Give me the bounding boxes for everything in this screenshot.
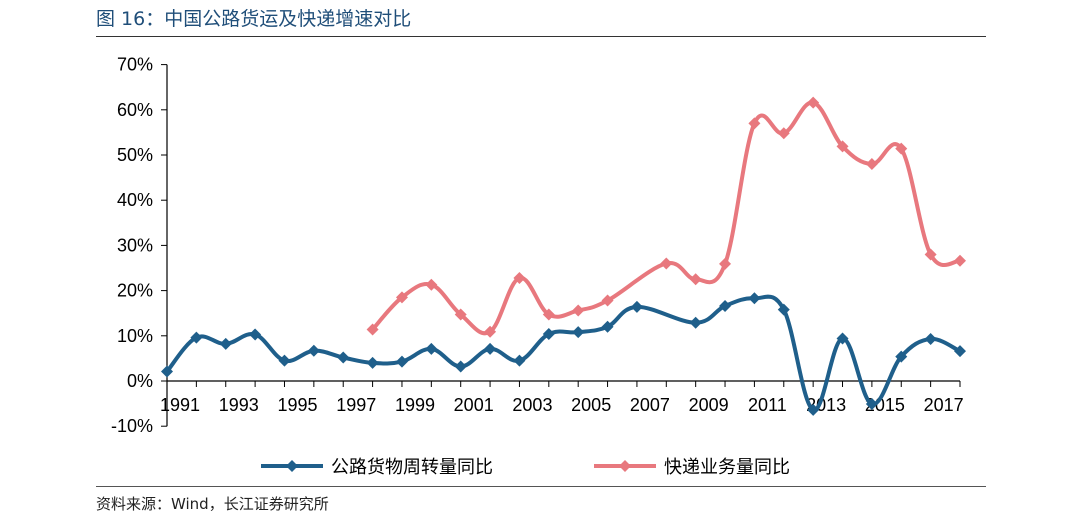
data-point	[601, 320, 614, 333]
data-point	[249, 328, 262, 341]
figure-title: 图 16：中国公路货运及快递增速对比	[96, 8, 412, 30]
data-point	[395, 291, 408, 304]
x-tick-label: 2005	[571, 395, 611, 415]
y-tick-label: 10%	[117, 326, 153, 346]
legend-label-2: 快递业务量同比	[664, 457, 790, 478]
legend-marker-2	[619, 460, 631, 472]
data-point	[484, 342, 497, 355]
x-tick-label: 2009	[689, 395, 729, 415]
data-point	[395, 355, 408, 368]
x-tick-label: 2003	[512, 395, 552, 415]
data-point	[572, 304, 585, 317]
data-point	[425, 278, 438, 291]
source-note: 资料来源：Wind，长江证券研究所	[96, 495, 329, 513]
data-point	[219, 337, 232, 350]
y-tick-label: 0%	[127, 371, 153, 391]
data-point	[895, 142, 908, 155]
x-tick-label: 1999	[395, 395, 435, 415]
y-tick-label: 60%	[117, 100, 153, 120]
data-point	[719, 299, 732, 312]
x-tick-label: 2015	[865, 395, 905, 415]
data-point	[425, 342, 438, 355]
data-point	[542, 327, 555, 340]
chart-series	[161, 96, 966, 416]
data-point	[748, 292, 761, 305]
data-point	[278, 354, 291, 367]
data-point	[454, 308, 467, 321]
y-tick-label: 30%	[117, 235, 153, 255]
data-point	[454, 360, 467, 373]
data-point	[836, 332, 849, 345]
series-line-2	[371, 100, 961, 336]
y-tick-label: -10%	[111, 416, 153, 436]
data-point	[630, 300, 643, 313]
data-point	[777, 127, 790, 140]
chart-legend: 公路货物周转量同比 快递业务量同比	[261, 457, 790, 478]
data-point	[807, 403, 820, 416]
data-point	[777, 303, 790, 316]
data-point	[572, 326, 585, 339]
data-point	[161, 365, 173, 378]
x-tick-label: 1995	[277, 395, 317, 415]
chart-axes: -10% 0% 10% 20% 30% 40% 50% 60% 70% 1991 1993 1995 1…	[111, 55, 964, 437]
x-tick-label: 1991	[160, 395, 200, 415]
data-point	[366, 323, 379, 336]
data-point	[689, 316, 702, 329]
x-tick-label: 1997	[336, 395, 376, 415]
data-point	[865, 398, 878, 411]
data-point	[484, 325, 497, 338]
title-rule	[96, 36, 986, 37]
data-point	[924, 248, 937, 261]
data-point	[307, 344, 320, 357]
x-tick-label: 2017	[924, 395, 964, 415]
source-rule	[96, 486, 986, 487]
legend-marker-1	[286, 460, 298, 472]
data-point	[601, 294, 614, 307]
x-tick-label: 2011	[748, 395, 787, 415]
data-point	[366, 356, 379, 369]
data-point	[836, 140, 849, 153]
x-tick-label: 1993	[219, 395, 259, 415]
y-tick-label: 20%	[117, 281, 153, 301]
data-point	[689, 273, 702, 286]
y-tick-label: 70%	[117, 55, 153, 75]
data-point	[954, 345, 966, 358]
data-point	[337, 351, 350, 364]
y-tick-label: 50%	[117, 145, 153, 165]
data-point	[513, 354, 526, 367]
data-point	[542, 308, 555, 321]
data-point	[513, 271, 526, 284]
data-point	[807, 96, 820, 109]
x-tick-label: 2007	[630, 395, 670, 415]
y-tick-label: 40%	[117, 190, 153, 210]
data-point	[748, 117, 761, 130]
x-tick-label: 2001	[454, 395, 494, 415]
data-point	[660, 257, 673, 270]
data-point	[190, 331, 203, 344]
data-point	[954, 254, 966, 267]
data-point	[865, 158, 878, 171]
data-point	[895, 350, 908, 363]
data-point	[924, 332, 937, 345]
legend-label-1: 公路货物周转量同比	[331, 457, 493, 478]
data-point	[719, 257, 732, 270]
